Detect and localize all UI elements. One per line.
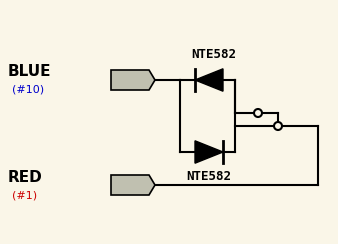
Text: NTE582: NTE582 <box>187 170 232 183</box>
Polygon shape <box>111 70 155 90</box>
Text: RED: RED <box>8 170 43 184</box>
Circle shape <box>254 109 262 117</box>
Polygon shape <box>111 175 155 195</box>
Polygon shape <box>195 141 223 163</box>
Text: BLUE: BLUE <box>8 64 51 80</box>
Polygon shape <box>195 69 223 91</box>
Text: (#10): (#10) <box>12 85 44 95</box>
Circle shape <box>274 122 282 130</box>
Text: (#1): (#1) <box>12 190 37 200</box>
Text: NTE582: NTE582 <box>192 49 237 61</box>
